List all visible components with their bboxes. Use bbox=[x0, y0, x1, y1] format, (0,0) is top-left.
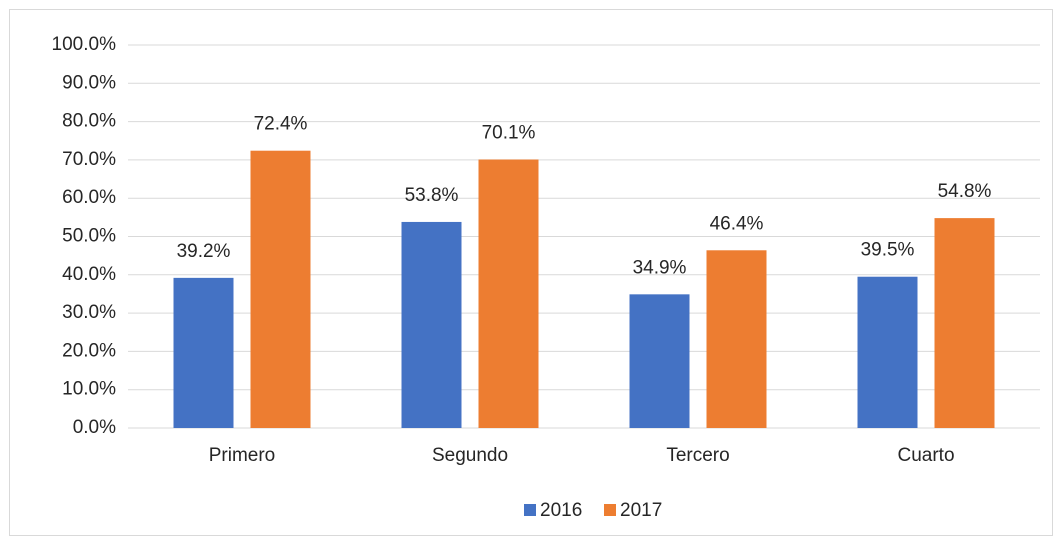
bar bbox=[706, 250, 767, 428]
y-tick-label: 90.0% bbox=[62, 72, 116, 93]
data-label: 46.4% bbox=[710, 213, 764, 234]
data-label: 72.4% bbox=[254, 114, 308, 135]
data-label: 34.9% bbox=[633, 257, 687, 278]
legend-swatch bbox=[524, 504, 536, 516]
y-tick-label: 20.0% bbox=[62, 340, 116, 361]
bar bbox=[934, 218, 995, 428]
data-label: 39.2% bbox=[177, 241, 231, 262]
y-tick-label: 0.0% bbox=[73, 417, 116, 438]
x-tick-label: Cuarto bbox=[897, 445, 954, 466]
bar bbox=[629, 294, 690, 428]
data-label: 53.8% bbox=[405, 185, 459, 206]
data-label: 70.1% bbox=[482, 123, 536, 144]
x-tick-label: Tercero bbox=[666, 445, 729, 466]
bar bbox=[250, 150, 311, 428]
bar bbox=[401, 221, 462, 428]
x-tick-label: Segundo bbox=[432, 445, 508, 466]
y-tick-label: 10.0% bbox=[62, 379, 116, 400]
y-tick-label: 50.0% bbox=[62, 226, 116, 247]
data-label: 54.8% bbox=[938, 181, 992, 202]
legend-label: 2017 bbox=[620, 500, 662, 521]
y-tick-label: 60.0% bbox=[62, 187, 116, 208]
y-tick-label: 30.0% bbox=[62, 302, 116, 323]
y-tick-label: 70.0% bbox=[62, 149, 116, 170]
data-label: 39.5% bbox=[861, 240, 915, 261]
y-tick-label: 40.0% bbox=[62, 264, 116, 285]
legend-label: 2016 bbox=[540, 500, 582, 521]
x-tick-label: Primero bbox=[209, 445, 276, 466]
y-tick-label: 100.0% bbox=[52, 34, 117, 55]
bar bbox=[857, 276, 918, 428]
bar bbox=[173, 277, 234, 428]
y-tick-label: 80.0% bbox=[62, 111, 116, 132]
legend-swatch bbox=[604, 504, 616, 516]
bar bbox=[478, 159, 539, 428]
